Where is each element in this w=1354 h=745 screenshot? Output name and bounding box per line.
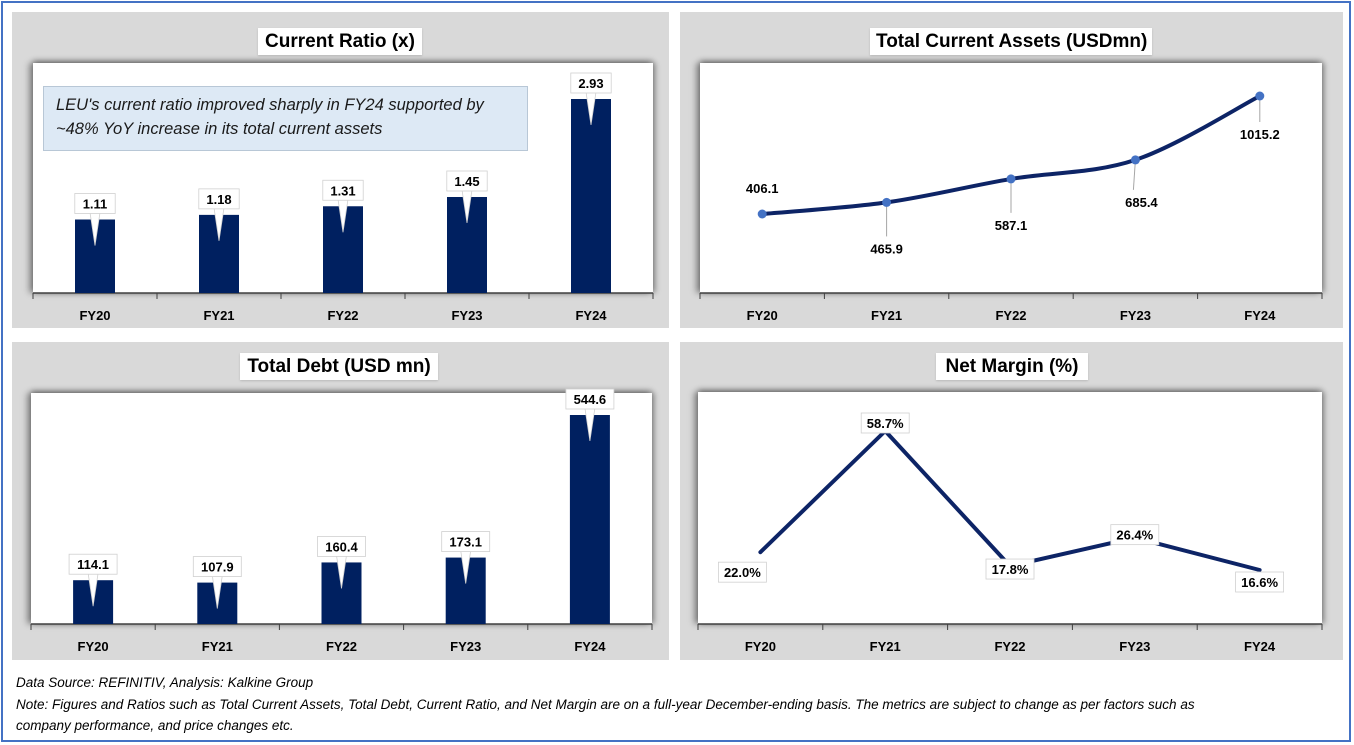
current_ratio-x-tick-label: FY21: [203, 308, 234, 323]
total_current_assets-data-label: 587.1: [995, 218, 1028, 233]
total_current_assets-point: [882, 197, 892, 207]
total_debt-x-tick-label: FY23: [450, 639, 481, 654]
total_debt-data-label-box: [68, 553, 118, 575]
net_margin-data-label: 26.4%: [1116, 528, 1153, 543]
total_debt-data-label-box: [441, 531, 491, 552]
total_debt-x-tick-label: FY21: [202, 639, 233, 654]
total-debt-title: Total Debt (USD mn): [240, 353, 438, 380]
total_debt-data-label-box: [565, 388, 615, 410]
total-current-assets-title: Total Current Assets (USDmn): [870, 28, 1152, 55]
total_debt-x-tick-label: FY22: [326, 639, 357, 654]
current_ratio-data-label-box: [322, 179, 364, 201]
total_current_assets-data-label: 1015.2: [1240, 127, 1280, 142]
current_ratio-x-tick-label: FY24: [575, 308, 607, 323]
total_current_assets-x-tick-label: FY21: [871, 308, 902, 323]
current-ratio-title: Current Ratio (x): [258, 28, 422, 55]
current_ratio-data-label: 1.11: [83, 197, 108, 212]
footnote-line-2: company performance, and price changes e…: [16, 718, 294, 733]
net-margin-title: Net Margin (%): [936, 353, 1088, 380]
total_debt-data-label-box: [317, 536, 366, 557]
net_margin-data-label-box: [1235, 571, 1284, 593]
total_debt-data-label: 114.1: [77, 557, 109, 572]
current_ratio-bar: [571, 99, 611, 293]
total_current_assets-x-tick-label: FY22: [995, 308, 1026, 323]
current_ratio-data-label-box: [74, 193, 116, 214]
total_current_assets-x-tick-label: FY23: [1120, 308, 1151, 323]
net_margin-data-label-box: [985, 558, 1035, 580]
net_margin-x-tick-label: FY20: [745, 639, 776, 654]
total_current_assets-leader-line: [1132, 159, 1136, 190]
current_ratio-x-tick-label: FY22: [327, 308, 358, 323]
total_debt-x-tick-label: FY20: [78, 639, 109, 654]
total_current_assets-point: [757, 209, 767, 219]
total_current_assets-point: [1006, 174, 1016, 184]
net_margin-data-label: 16.6%: [1241, 575, 1278, 590]
current_ratio-data-label-box: [570, 72, 612, 94]
current_ratio-x-tick-label: FY23: [451, 308, 482, 323]
net_margin-x-tick-label: FY21: [870, 639, 901, 654]
net_margin-data-label: 22.0%: [724, 565, 761, 580]
total_current_assets-point: [1255, 91, 1265, 101]
total_current_assets-data-label: 685.4: [1125, 195, 1158, 210]
current_ratio-data-label: 1.18: [206, 192, 231, 207]
current_ratio-data-label: 2.93: [578, 76, 603, 91]
current_ratio-data-label-box: [198, 188, 240, 210]
total_current_assets-point: [1130, 155, 1140, 165]
total_debt-x-tick-label: FY24: [574, 639, 606, 654]
net_margin-x-tick-label: FY23: [1119, 639, 1150, 654]
net_margin-data-label: 58.7%: [867, 416, 904, 431]
current_ratio-x-tick-label: FY20: [79, 308, 110, 323]
current-ratio-annotation: LEU's current ratio improved sharply in …: [43, 86, 528, 151]
total_current_assets-data-label: 406.1: [746, 181, 779, 196]
total_debt-data-label-box: [192, 556, 242, 577]
net_margin-series-line: [758, 429, 1262, 572]
current_ratio-data-label-box: [446, 170, 488, 192]
total_debt-data-label: 173.1: [449, 535, 482, 550]
net-margin-plot-area: [698, 392, 1322, 624]
net_margin-data-label-box: [1110, 524, 1160, 546]
total_debt-data-label: 160.4: [325, 539, 358, 554]
current_ratio-data-label: 1.31: [330, 183, 355, 198]
data-source-text: Data Source: REFINITIV, Analysis: Kalkin…: [16, 675, 314, 690]
footnote-line-1: Note: Figures and Ratios such as Total C…: [16, 697, 1195, 712]
total_current_assets-data-label: 465.9: [870, 241, 903, 256]
net_margin-x-tick-label: FY22: [994, 639, 1025, 654]
total_debt-data-label: 107.9: [201, 560, 234, 575]
net_margin-data-label: 17.8%: [992, 562, 1029, 577]
net_margin-data-label-box: [718, 561, 767, 583]
net_margin-data-label-box: [860, 412, 910, 434]
total_current_assets-x-tick-label: FY20: [747, 308, 778, 323]
total_debt-data-label: 544.6: [574, 392, 607, 407]
net_margin-x-tick-label: FY24: [1244, 639, 1276, 654]
current_ratio-data-label: 1.45: [454, 174, 479, 189]
total_current_assets-x-tick-label: FY24: [1244, 308, 1276, 323]
total_debt-bar: [569, 415, 610, 624]
